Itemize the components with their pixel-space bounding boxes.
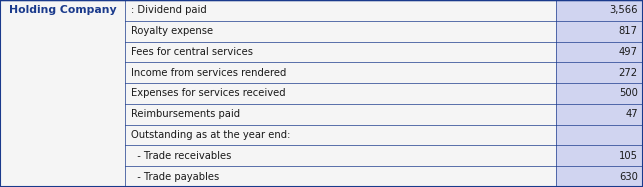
Text: Fees for central services: Fees for central services: [131, 47, 253, 57]
Text: - Trade payables: - Trade payables: [131, 172, 219, 182]
Text: Royalty expense: Royalty expense: [131, 26, 213, 36]
Text: Expenses for services received: Expenses for services received: [131, 88, 285, 99]
Text: 500: 500: [619, 88, 638, 99]
Text: 272: 272: [619, 68, 638, 78]
Text: Outstanding as at the year end:: Outstanding as at the year end:: [131, 130, 290, 140]
Text: 817: 817: [619, 26, 638, 36]
Text: 47: 47: [625, 109, 638, 119]
Text: 497: 497: [619, 47, 638, 57]
Text: Income from services rendered: Income from services rendered: [131, 68, 286, 78]
Bar: [556, 0, 643, 187]
Text: Holding Company: Holding Company: [9, 5, 116, 15]
Text: 105: 105: [619, 151, 638, 161]
Text: - Trade receivables: - Trade receivables: [131, 151, 231, 161]
Text: 630: 630: [619, 172, 638, 182]
Text: : Dividend paid: : Dividend paid: [131, 5, 206, 15]
Text: 3,566: 3,566: [610, 5, 638, 15]
Text: Reimbursements paid: Reimbursements paid: [131, 109, 240, 119]
